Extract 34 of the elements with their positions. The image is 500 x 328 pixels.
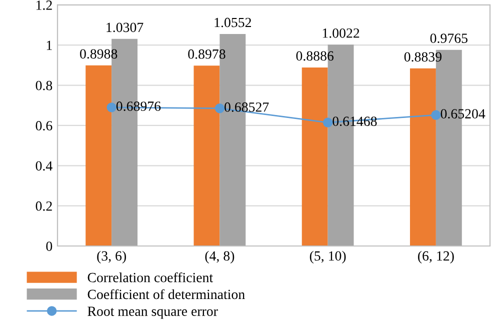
y-tick-label: 1.2 [36, 0, 52, 10]
data-label: 1.0552 [214, 18, 251, 28]
data-label: 0.9765 [430, 34, 468, 44]
data-label: 0.68976 [116, 102, 161, 111]
bar [410, 68, 436, 246]
legend-label: Coefficient of determination [88, 289, 245, 300]
legend-label: Correlation coefficient [88, 272, 213, 282]
y-tick-label: 0.6 [36, 121, 52, 130]
y-tick-label: 0.8 [36, 80, 52, 90]
y-tick-label: 0.2 [36, 201, 52, 211]
data-label: 0.65204 [440, 109, 486, 119]
x-tick-label: (3, 6) [97, 250, 126, 264]
y-tick-label: 0.4 [36, 161, 52, 171]
data-label: 0.68527 [224, 102, 269, 112]
data-label: 0.8839 [404, 52, 442, 62]
data-label: 0.8978 [188, 49, 226, 59]
bar [302, 67, 328, 246]
point [106, 102, 116, 112]
bar [86, 65, 112, 246]
x-tick-label: (6, 12) [418, 250, 454, 264]
data-label: 1.0022 [322, 28, 360, 38]
point [322, 118, 333, 128]
data-label: 0.8886 [296, 51, 334, 61]
data-label: 0.8988 [80, 49, 118, 59]
legend-label: Root mean square error [88, 306, 218, 319]
bar [194, 66, 220, 246]
data-label: 1.0307 [106, 22, 144, 32]
point [431, 110, 441, 120]
x-tick-label: (5, 10) [310, 250, 346, 264]
data-label: 0.61468 [332, 116, 377, 126]
point [214, 103, 225, 114]
y-tick-label: 1 [46, 40, 52, 50]
y-tick-label: 0 [46, 242, 52, 251]
x-tick-label: (4, 8) [205, 250, 234, 264]
